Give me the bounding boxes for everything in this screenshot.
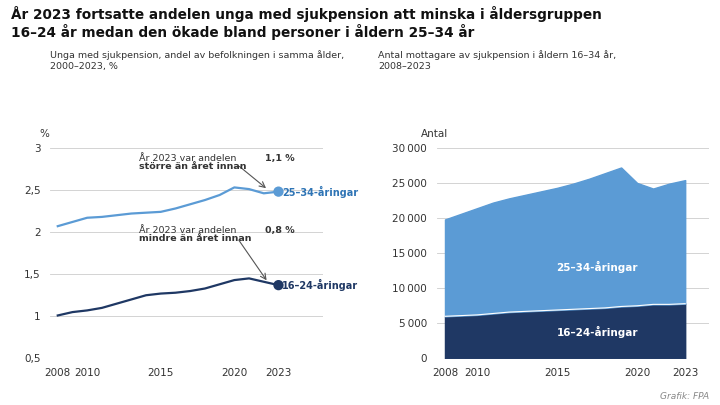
Text: %: % [40, 130, 50, 139]
Text: Unga med sjukpension, andel av befolkningen i samma ålder,
2000–2023, %: Unga med sjukpension, andel av befolknin… [50, 51, 345, 71]
Text: Antal mottagare av sjukpension i åldern 16–34 år,
2008–2023: Antal mottagare av sjukpension i åldern … [378, 51, 616, 71]
Text: År 2023 var andelen: År 2023 var andelen [139, 226, 239, 235]
Text: 0,8 %: 0,8 % [264, 226, 294, 235]
Text: Grafik: FPA: Grafik: FPA [660, 392, 709, 401]
Text: År 2023 fortsatte andelen unga med sjukpension att minska i åldersgruppen: År 2023 fortsatte andelen unga med sjukp… [11, 6, 602, 22]
Text: 16–24 år medan den ökade bland personer i åldern 25–34 år: 16–24 år medan den ökade bland personer … [11, 24, 474, 40]
Text: År 2023 var andelen: År 2023 var andelen [139, 154, 239, 163]
Point [273, 188, 284, 195]
Text: större än året innan: större än året innan [139, 162, 246, 171]
Text: 25–34-åringar: 25–34-åringar [557, 261, 638, 273]
Text: 16–24-åringar: 16–24-åringar [282, 279, 359, 291]
Text: Antal: Antal [420, 130, 448, 139]
Text: 25–34-åringar: 25–34-åringar [282, 185, 359, 198]
Text: 16–24-åringar: 16–24-åringar [557, 326, 638, 338]
Text: 1,1 %: 1,1 % [264, 154, 294, 163]
Point [273, 282, 284, 288]
Text: mindre än året innan: mindre än året innan [139, 234, 251, 243]
